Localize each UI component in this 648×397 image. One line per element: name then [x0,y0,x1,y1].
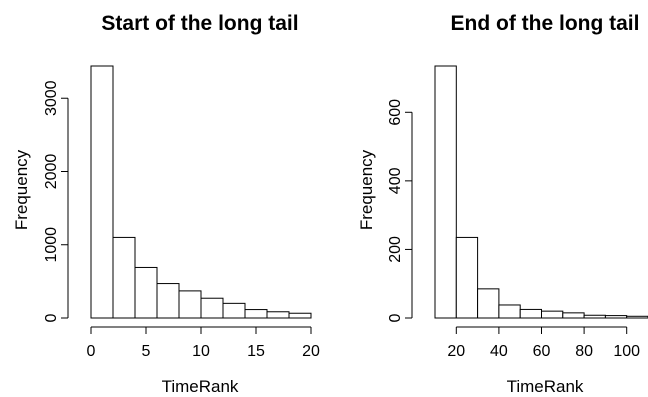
histogram-bar [626,315,648,319]
histogram-bar [156,283,180,319]
y-tick-label: 200 [387,236,404,263]
histogram-bar [288,312,312,319]
histogram-bar [112,236,136,319]
histogram-bar [583,314,606,319]
y-axis: 0 1000 2000 3000 [43,80,69,322]
y-axis: 0 200 400 600 [387,99,413,322]
histogram-bar [266,311,290,319]
x-tick-label: 100 [613,343,640,360]
x-tick-label: 0 [87,343,96,360]
bars [90,65,312,319]
y-tick-label: 3000 [43,80,60,116]
chart-title: End of the long tail [451,12,640,35]
y-axis-label: Frequency [12,149,31,230]
histogram-bar [604,315,628,319]
histogram-bar [434,65,457,319]
histogram-bar [519,308,543,319]
y-tick-label: 0 [43,313,60,322]
y-tick-label: 1000 [43,227,60,263]
y-tick-label: 400 [387,167,404,194]
x-tick-label: 10 [192,343,210,360]
histogram-bar [90,65,114,319]
histogram-end-of-long-tail: End of the long tail 20 40 60 80 100 0 200 400… [357,12,648,396]
x-axis-label: TimeRank [507,377,584,396]
histogram-bar [562,312,585,319]
histogram-bar [222,302,246,319]
histogram-bar [178,290,202,319]
x-tick-label: 20 [302,343,320,360]
x-axis: 20 40 60 80 100 [447,326,640,360]
x-axis: 0 5 10 15 20 [87,326,320,360]
y-axis-label: Frequency [357,149,376,230]
histogram-bar [134,266,158,319]
x-tick-label: 60 [533,343,551,360]
histogram-bar [541,310,564,319]
chart-title: Start of the long tail [101,12,298,35]
histogram-bar [244,309,268,319]
y-tick-label: 2000 [43,154,60,190]
y-tick-label: 600 [387,99,404,126]
x-tick-label: 20 [447,343,465,360]
x-tick-label: 40 [490,343,508,360]
x-tick-label: 15 [247,343,265,360]
histogram-bar [477,288,500,319]
histogram-bar [498,304,521,319]
histogram-start-of-long-tail: Start of the long tail 0 5 10 15 20 0 1000 200… [12,12,320,396]
bars [434,65,648,319]
histogram-bar [455,236,479,319]
x-axis-label: TimeRank [162,377,239,396]
y-tick-label: 0 [387,313,404,322]
histogram-bar [200,297,224,319]
x-tick-label: 80 [575,343,593,360]
x-tick-label: 5 [142,343,151,360]
